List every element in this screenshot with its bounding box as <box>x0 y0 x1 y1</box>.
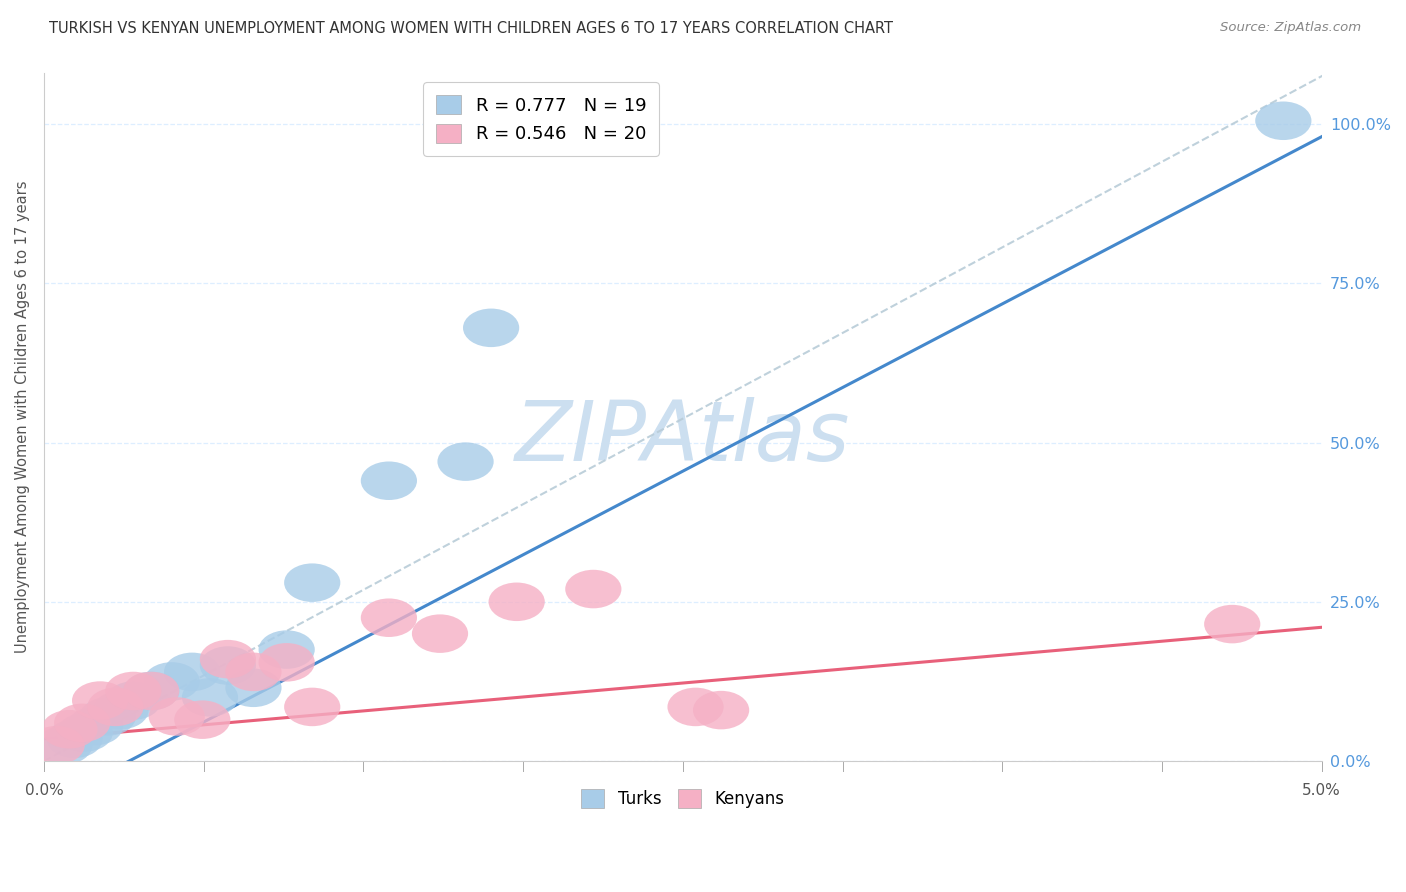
Text: TURKISH VS KENYAN UNEMPLOYMENT AMONG WOMEN WITH CHILDREN AGES 6 TO 17 YEARS CORR: TURKISH VS KENYAN UNEMPLOYMENT AMONG WOM… <box>49 21 893 36</box>
Text: 5.0%: 5.0% <box>1302 783 1341 798</box>
Ellipse shape <box>361 461 418 500</box>
Ellipse shape <box>143 662 200 701</box>
Ellipse shape <box>225 653 281 691</box>
Ellipse shape <box>149 698 205 736</box>
Ellipse shape <box>488 582 544 621</box>
Ellipse shape <box>87 688 143 726</box>
Ellipse shape <box>412 615 468 653</box>
Text: ZIPAtlas: ZIPAtlas <box>515 397 851 478</box>
Ellipse shape <box>46 720 103 758</box>
Ellipse shape <box>72 681 128 720</box>
Ellipse shape <box>80 698 136 736</box>
Ellipse shape <box>225 668 281 707</box>
Text: Source: ZipAtlas.com: Source: ZipAtlas.com <box>1220 21 1361 34</box>
Ellipse shape <box>361 599 418 637</box>
Ellipse shape <box>67 706 124 746</box>
Ellipse shape <box>565 570 621 608</box>
Ellipse shape <box>668 688 724 726</box>
Ellipse shape <box>53 704 110 742</box>
Ellipse shape <box>56 713 112 752</box>
Ellipse shape <box>693 690 749 730</box>
Ellipse shape <box>463 309 519 347</box>
Ellipse shape <box>181 678 238 716</box>
Ellipse shape <box>174 700 231 739</box>
Ellipse shape <box>1204 605 1260 643</box>
Ellipse shape <box>28 726 84 764</box>
Ellipse shape <box>37 726 93 764</box>
Ellipse shape <box>41 710 97 748</box>
Ellipse shape <box>284 688 340 726</box>
Ellipse shape <box>200 646 256 685</box>
Ellipse shape <box>437 442 494 481</box>
Ellipse shape <box>259 643 315 681</box>
Ellipse shape <box>105 672 162 710</box>
Ellipse shape <box>105 681 162 720</box>
Ellipse shape <box>124 672 180 710</box>
Ellipse shape <box>1256 102 1312 140</box>
Ellipse shape <box>200 640 256 679</box>
Text: 0.0%: 0.0% <box>24 783 63 798</box>
Ellipse shape <box>124 672 180 710</box>
Ellipse shape <box>259 631 315 669</box>
Legend: Turks, Kenyans: Turks, Kenyans <box>574 782 792 814</box>
Ellipse shape <box>93 690 149 730</box>
Ellipse shape <box>284 564 340 602</box>
Y-axis label: Unemployment Among Women with Children Ages 6 to 17 years: Unemployment Among Women with Children A… <box>15 181 30 653</box>
Ellipse shape <box>165 653 221 691</box>
